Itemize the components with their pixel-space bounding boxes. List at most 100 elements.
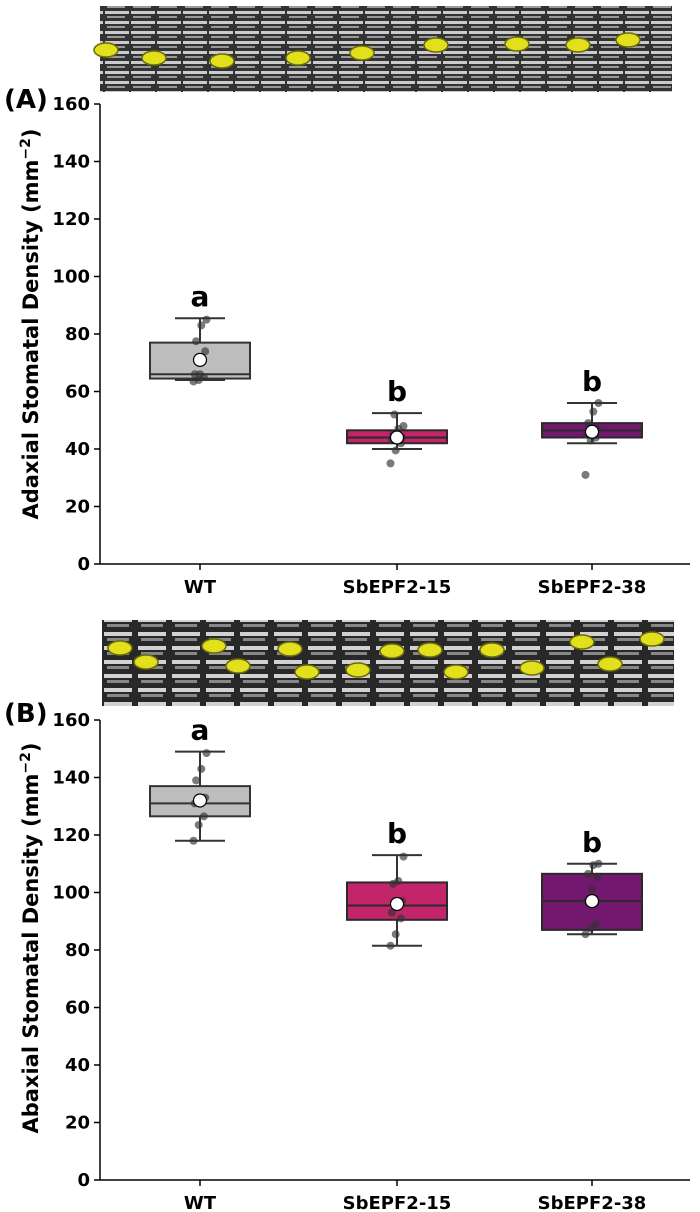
y-tick-label: 160 — [52, 710, 90, 731]
x-tick-label: SbEPF2-15 — [343, 1193, 452, 1212]
x-tick-label: SbEPF2-15 — [343, 577, 452, 598]
y-tick-label: 60 — [65, 998, 90, 1019]
stoma-marker — [349, 45, 375, 61]
stoma-marker — [201, 638, 227, 654]
data-point — [192, 776, 201, 785]
significance-letter: b — [582, 365, 602, 398]
significance-letter: b — [387, 817, 407, 850]
data-point — [202, 315, 211, 324]
x-tick-label: SbEPF2-38 — [538, 577, 647, 598]
data-point — [584, 869, 593, 878]
y-tick-label: 160 — [52, 94, 90, 115]
panel-label-b: (B) — [4, 699, 48, 729]
stoma-marker — [93, 42, 119, 58]
significance-letter: a — [191, 714, 210, 747]
data-point — [396, 914, 405, 923]
stoma-marker — [141, 50, 167, 66]
data-point — [196, 370, 204, 379]
stomata-markers-adaxial — [93, 32, 641, 69]
data-point — [197, 764, 206, 773]
stoma-marker — [417, 642, 443, 658]
data-point — [197, 321, 206, 330]
stoma-marker — [479, 642, 505, 658]
data-point — [581, 930, 590, 939]
x-tick-label: WT — [184, 1193, 217, 1212]
y-tick-label: 60 — [65, 382, 90, 403]
micrograph-adaxial — [93, 6, 672, 92]
stoma-marker — [345, 662, 371, 678]
panel-label-a: (A) — [4, 85, 48, 115]
stoma-marker — [639, 631, 665, 647]
data-point — [394, 877, 403, 885]
mean-marker — [192, 352, 208, 367]
stoma-marker — [107, 640, 133, 656]
data-point — [593, 872, 602, 881]
data-point — [192, 337, 201, 346]
mean-marker — [584, 424, 600, 439]
stoma-marker — [443, 664, 469, 680]
data-point — [399, 422, 408, 430]
y-tick-label: 20 — [65, 497, 90, 518]
chart-abaxial: (B) Abaxial Stomatal Density (mm−2) 0 20 4… — [4, 699, 690, 1212]
y-tick-label: 100 — [52, 883, 90, 904]
y-tick-label: 20 — [65, 1113, 90, 1134]
stoma-marker — [504, 36, 530, 52]
mean-marker — [584, 894, 600, 909]
y-axis-label-abaxial: Abaxial Stomatal Density (mm−2) — [18, 742, 43, 1133]
stoma-marker — [285, 50, 311, 66]
stoma-marker — [379, 643, 405, 659]
data-point — [391, 446, 400, 455]
y-tick-label: 40 — [65, 439, 90, 460]
significance-letter: b — [582, 826, 602, 859]
significance-letter: a — [191, 280, 210, 313]
data-point — [594, 399, 603, 407]
y-tick-label: 140 — [52, 768, 90, 789]
stoma-marker — [294, 664, 320, 680]
y-axis-label-adaxial: Adaxial Stomatal Density (mm−2) — [18, 128, 43, 519]
stoma-marker — [423, 37, 449, 53]
y-tick-label: 80 — [65, 940, 90, 961]
stoma-marker — [569, 634, 595, 650]
stoma-marker — [519, 660, 545, 676]
data-point — [399, 852, 408, 861]
y-tick-label: 80 — [65, 324, 90, 345]
stoma-marker — [133, 654, 159, 670]
data-point — [189, 836, 198, 845]
y-tick-label: 0 — [77, 1170, 90, 1191]
data-point — [194, 820, 203, 829]
stomata-markers-abaxial — [107, 631, 665, 680]
stoma-marker — [209, 53, 235, 69]
stoma-marker — [615, 32, 641, 48]
data-point — [387, 908, 396, 917]
x-tick-label: SbEPF2-38 — [538, 1193, 647, 1212]
chart-adaxial: (A) Adaxial Stomatal Density (mm−2) 0 20 4… — [4, 85, 690, 598]
mean-marker — [389, 430, 405, 445]
data-point — [386, 941, 395, 950]
y-tick-label: 0 — [77, 554, 90, 575]
data-point — [581, 470, 590, 479]
y-tick-label: 120 — [52, 825, 90, 846]
data-point — [589, 407, 598, 416]
data-point — [201, 347, 210, 356]
data-point — [591, 920, 600, 929]
micrograph-abaxial — [102, 620, 674, 706]
y-tick-label: 100 — [52, 267, 90, 288]
y-tick-label: 120 — [52, 209, 90, 230]
data-point — [391, 930, 400, 939]
mean-marker — [389, 896, 405, 912]
y-tick-label: 140 — [52, 152, 90, 173]
significance-letter: b — [387, 375, 407, 408]
stoma-marker — [597, 656, 623, 672]
data-point — [588, 885, 596, 894]
y-tick-label: 40 — [65, 1055, 90, 1076]
x-tick-label: WT — [184, 577, 217, 598]
mean-marker — [192, 793, 208, 808]
data-point — [202, 749, 211, 758]
stoma-marker — [225, 658, 251, 674]
data-point — [386, 459, 395, 468]
data-point — [390, 410, 399, 419]
stoma-marker — [277, 641, 303, 657]
data-point — [199, 812, 208, 821]
data-point — [594, 859, 603, 868]
